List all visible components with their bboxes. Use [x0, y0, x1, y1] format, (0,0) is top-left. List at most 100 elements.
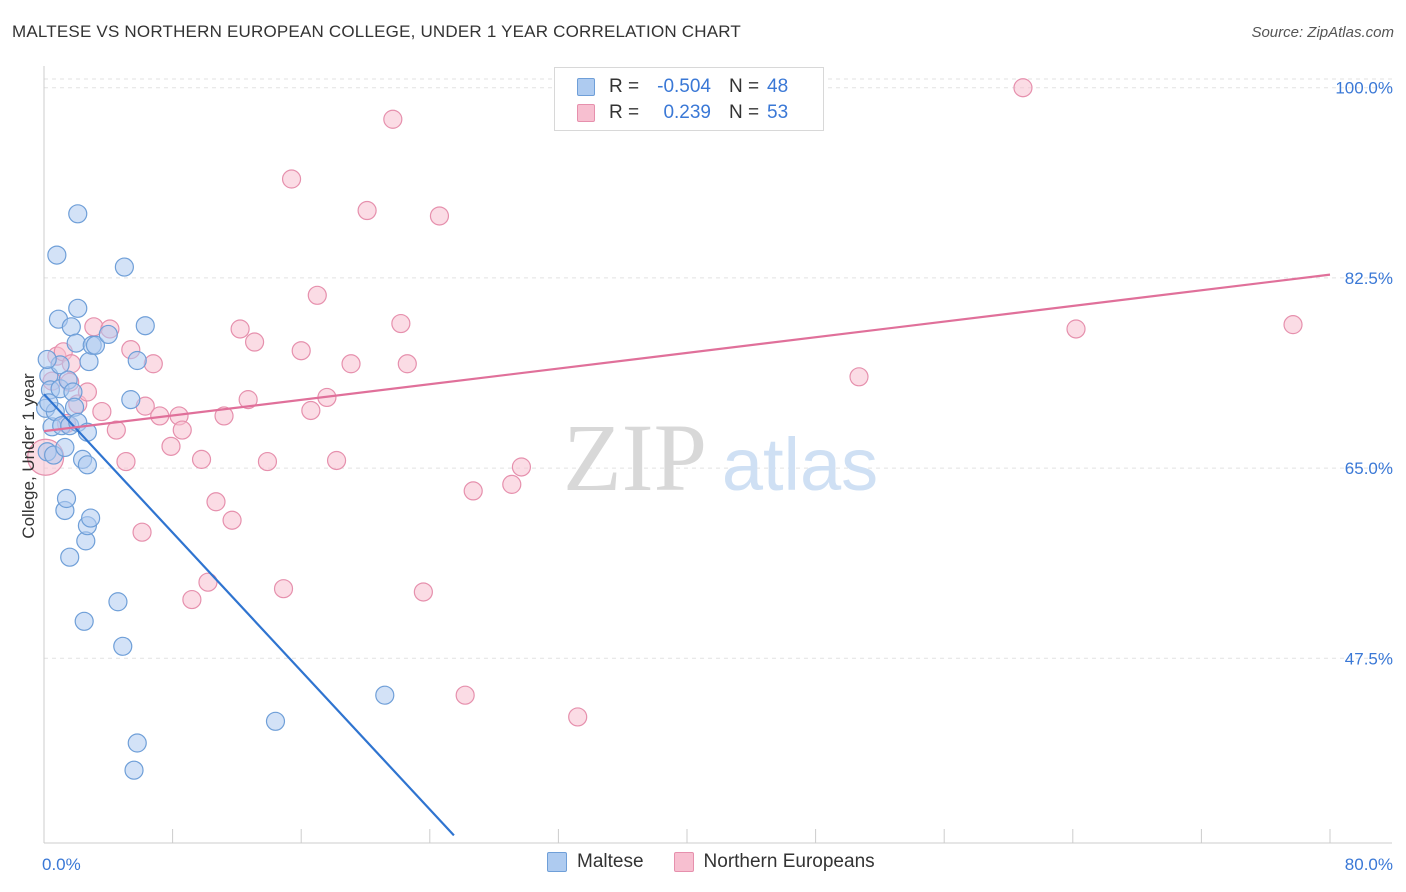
data-point	[511, 457, 532, 477]
data-point	[307, 285, 327, 305]
data-point	[37, 349, 57, 370]
data-point	[182, 589, 202, 610]
data-point	[127, 350, 147, 371]
data-point	[273, 579, 294, 599]
data-point	[230, 319, 250, 339]
data-point	[357, 200, 377, 221]
tick-labels: 100.0% 82.5% 65.0% 47.5% 0.0% 80.0%	[42, 79, 1393, 874]
y-axis-label: College, Under 1 year	[19, 373, 38, 539]
data-point	[116, 451, 136, 472]
data-point	[98, 324, 118, 345]
chart-title: MALTESE VS NORTHERN EUROPEAN COLLEGE, UN…	[12, 22, 742, 41]
y-tick-label: 65.0%	[1345, 459, 1393, 478]
data-point	[74, 611, 94, 631]
data-point	[66, 333, 86, 353]
legend-item-northern-europeans[interactable]: Northern Europeans	[673, 851, 875, 873]
data-point	[214, 406, 234, 426]
data-point	[244, 332, 265, 352]
legend-row-northern: R = 0.239 N = 53	[577, 101, 788, 125]
data-point	[502, 474, 522, 494]
data-point	[375, 685, 395, 705]
y-tick-label: 47.5%	[1345, 649, 1393, 668]
n-value: 48	[767, 76, 789, 97]
data-point	[124, 760, 144, 780]
legend-item-maltese[interactable]: Maltese	[547, 851, 644, 873]
data-point	[108, 592, 128, 612]
data-point	[127, 733, 147, 753]
r-value: 0.239	[663, 102, 711, 123]
data-point	[60, 547, 80, 567]
watermark-atlas: atlas	[722, 423, 878, 506]
n-label: N =	[729, 76, 760, 97]
data-point	[463, 481, 483, 501]
series-northern-europeans	[27, 78, 1303, 727]
trendline-northern-europeans	[43, 273, 1331, 433]
data-point	[114, 257, 134, 277]
data-point	[161, 436, 181, 456]
data-point	[383, 109, 403, 129]
data-point	[301, 400, 321, 421]
legend-label: Maltese	[577, 851, 644, 872]
data-point	[68, 204, 88, 224]
data-point	[341, 354, 361, 374]
data-point	[198, 572, 218, 592]
watermark-zip: ZIP	[563, 404, 707, 511]
data-point	[92, 401, 112, 422]
data-point	[257, 451, 278, 472]
data-point	[172, 420, 192, 440]
data-point	[79, 351, 99, 372]
data-point	[568, 707, 588, 727]
data-point	[61, 317, 81, 337]
data-point	[326, 450, 347, 471]
data-point	[281, 169, 302, 189]
data-point	[1066, 319, 1086, 339]
x-tick-label: 80.0%	[1345, 855, 1393, 874]
data-point	[81, 508, 101, 528]
maltese-swatch	[547, 852, 567, 872]
y-tick-label: 82.5%	[1345, 269, 1393, 288]
data-point	[222, 510, 242, 530]
data-point	[77, 455, 98, 475]
source-label: Source: ZipAtlas.com	[1251, 24, 1394, 41]
axes	[43, 66, 1392, 844]
data-point	[238, 390, 258, 410]
series-maltese	[36, 204, 395, 780]
data-point	[132, 522, 152, 542]
data-point	[191, 449, 212, 469]
r-value: -0.504	[657, 76, 711, 97]
northern-swatch	[577, 104, 595, 122]
n-label: N =	[729, 102, 760, 123]
data-point	[135, 316, 155, 336]
data-point	[56, 488, 77, 509]
northern-swatch	[673, 852, 694, 872]
legend-label: Northern Europeans	[703, 851, 875, 872]
r-label: R =	[609, 102, 640, 123]
maltese-swatch	[577, 78, 595, 96]
data-point	[429, 206, 450, 226]
data-point	[455, 685, 475, 705]
data-point	[291, 341, 311, 361]
data-point	[265, 711, 286, 731]
data-point	[206, 492, 226, 512]
y-tick-label: 100.0%	[1335, 79, 1393, 98]
data-point	[106, 420, 126, 440]
legend-row-maltese: R = -0.504 N = 48	[577, 75, 788, 99]
series-legend: Maltese Northern Europeans	[547, 851, 905, 873]
data-point	[1013, 78, 1033, 98]
trendline-maltese	[43, 393, 455, 837]
data-point	[85, 335, 106, 355]
data-point	[143, 354, 163, 374]
data-point	[68, 298, 88, 318]
data-point	[113, 636, 133, 656]
r-label: R =	[609, 76, 640, 97]
data-point	[397, 354, 417, 374]
data-point	[1283, 315, 1303, 335]
data-point	[47, 245, 67, 265]
gridlines	[44, 78, 1392, 659]
correlation-legend: R = -0.504 N = 48 R = 0.239 N = 53	[554, 67, 824, 131]
x-tick-label: 0.0%	[42, 855, 81, 874]
data-point	[39, 393, 59, 413]
n-value: 53	[767, 102, 789, 123]
trendlines	[43, 273, 1331, 837]
